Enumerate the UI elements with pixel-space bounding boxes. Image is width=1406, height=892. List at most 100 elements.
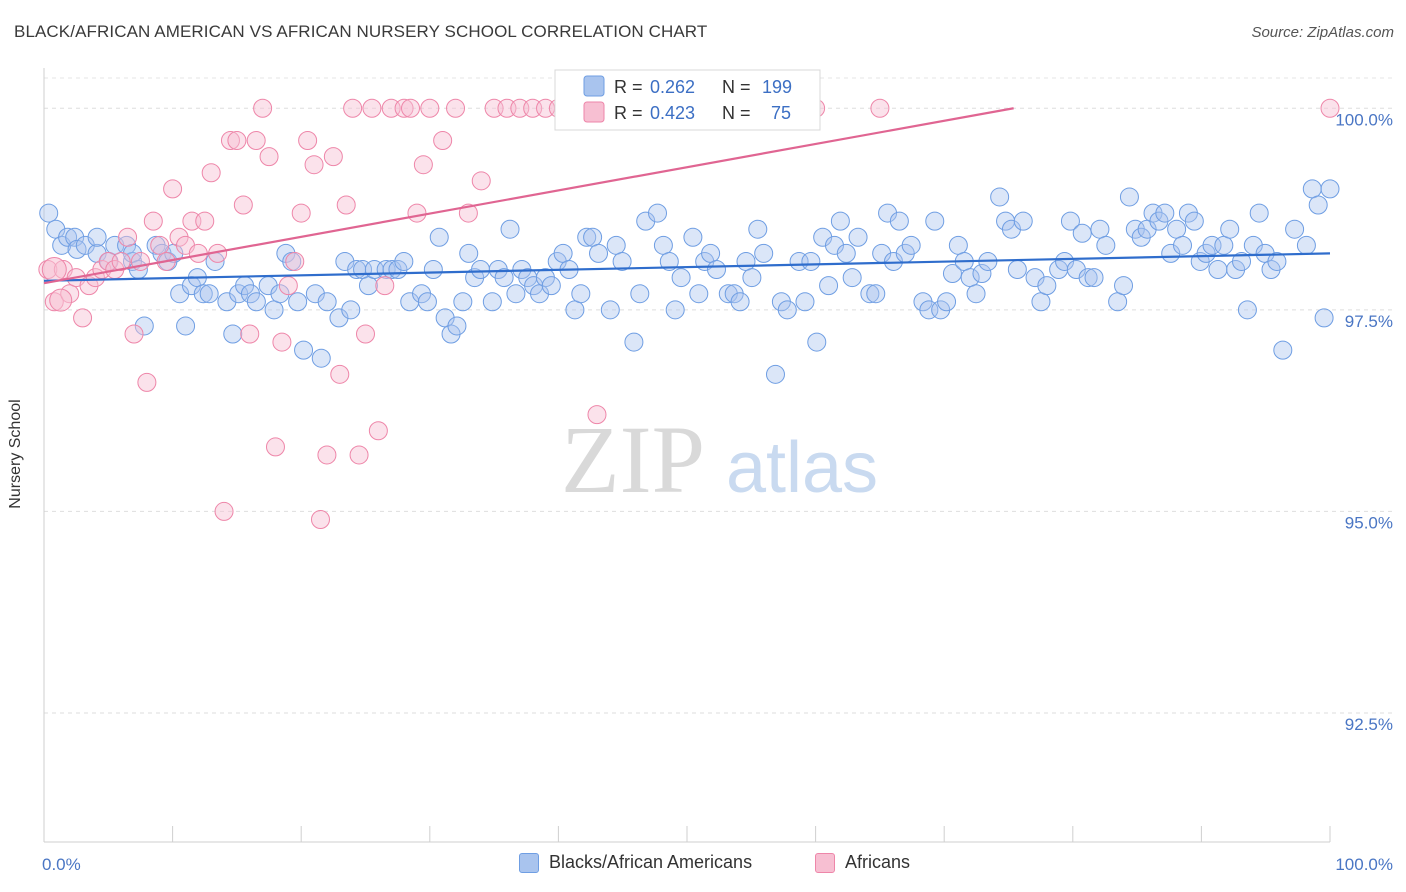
data-point	[227, 131, 247, 151]
data-point	[407, 203, 427, 223]
data-point	[742, 268, 762, 288]
data-point	[169, 227, 189, 247]
data-point	[1084, 268, 1104, 288]
data-point	[214, 501, 234, 521]
series-blacks	[39, 179, 1340, 384]
data-point	[612, 251, 632, 271]
data-point	[343, 98, 363, 118]
legend-swatch-blacks-bottom	[519, 852, 539, 873]
data-point	[471, 171, 491, 191]
data-point	[362, 98, 382, 118]
data-point	[1249, 203, 1269, 223]
trend-lines	[43, 107, 1331, 285]
data-point	[39, 203, 59, 223]
data-point	[199, 284, 219, 304]
data-point	[233, 195, 253, 215]
data-point	[134, 316, 154, 336]
data-point	[1013, 211, 1033, 231]
data-point	[291, 203, 311, 223]
legend-swatch-africans	[583, 101, 605, 123]
data-point	[830, 211, 850, 231]
data-point	[1296, 235, 1316, 255]
data-point	[942, 264, 962, 284]
data-point	[777, 300, 797, 320]
watermark: ZIP atlas	[561, 406, 878, 513]
data-point	[453, 292, 473, 312]
data-point	[150, 235, 170, 255]
data-point	[842, 268, 862, 288]
data-point	[311, 348, 331, 368]
data-point	[304, 155, 324, 175]
legend-item-africans: Africans	[815, 852, 910, 873]
data-point	[176, 316, 196, 336]
data-point	[765, 364, 785, 384]
legend-swatch-blacks	[583, 75, 605, 97]
data-point	[754, 243, 774, 263]
data-point	[220, 131, 240, 151]
data-point	[471, 260, 491, 280]
data-point	[417, 292, 437, 312]
data-point	[401, 98, 421, 118]
data-point	[972, 264, 992, 284]
data-point	[349, 445, 369, 465]
watermark-zip: ZIP	[561, 406, 705, 513]
data-point	[1114, 276, 1134, 296]
data-points	[38, 98, 1340, 529]
data-point	[653, 235, 673, 255]
data-point	[49, 288, 73, 312]
legend-r-value-2: 0.423	[650, 103, 695, 123]
data-point	[689, 284, 709, 304]
data-point	[541, 276, 561, 296]
data-point	[506, 284, 526, 304]
data-point	[583, 227, 603, 247]
data-point	[587, 405, 607, 425]
data-point	[240, 324, 260, 344]
data-point	[423, 260, 443, 280]
y-tick-label: 100.0%	[1335, 110, 1393, 129]
data-point	[866, 284, 886, 304]
data-point	[1167, 219, 1187, 239]
data-point	[1060, 211, 1080, 231]
legend-item-blacks: Blacks/African Americans	[519, 852, 752, 873]
legend-n-label-1: N =	[722, 77, 751, 97]
data-point	[1078, 268, 1098, 288]
data-point	[819, 276, 839, 296]
data-point	[285, 251, 305, 271]
data-point	[565, 300, 585, 320]
data-point	[577, 227, 597, 247]
data-point	[1320, 179, 1340, 199]
data-point	[706, 260, 726, 280]
data-point	[1220, 219, 1240, 239]
data-point	[65, 227, 85, 247]
data-point	[270, 284, 290, 304]
data-point	[1184, 211, 1204, 231]
data-point	[137, 372, 157, 392]
data-point	[278, 276, 298, 296]
data-point	[801, 251, 821, 271]
y-tick-labels: 92.5% 95.0% 97.5% 100.0%	[1335, 110, 1393, 734]
data-point	[630, 284, 650, 304]
data-point	[317, 292, 337, 312]
data-point	[1072, 223, 1092, 243]
data-point	[925, 211, 945, 231]
data-point	[163, 179, 183, 199]
data-point	[571, 284, 591, 304]
data-point	[272, 332, 292, 352]
data-point	[143, 211, 163, 231]
legend-n-value-1: 199	[762, 77, 792, 97]
data-point	[937, 292, 957, 312]
data-point	[648, 203, 668, 223]
trend-line-blacks	[43, 252, 1331, 282]
data-point	[429, 227, 449, 247]
data-point	[1214, 235, 1234, 255]
data-point	[87, 227, 107, 247]
data-point	[553, 243, 573, 263]
data-point	[118, 227, 138, 247]
data-point	[1208, 260, 1228, 280]
data-point	[375, 276, 395, 296]
data-point	[264, 300, 284, 320]
data-point	[1108, 292, 1128, 312]
data-point	[433, 131, 453, 151]
data-point	[589, 243, 609, 263]
data-point	[1119, 187, 1139, 207]
